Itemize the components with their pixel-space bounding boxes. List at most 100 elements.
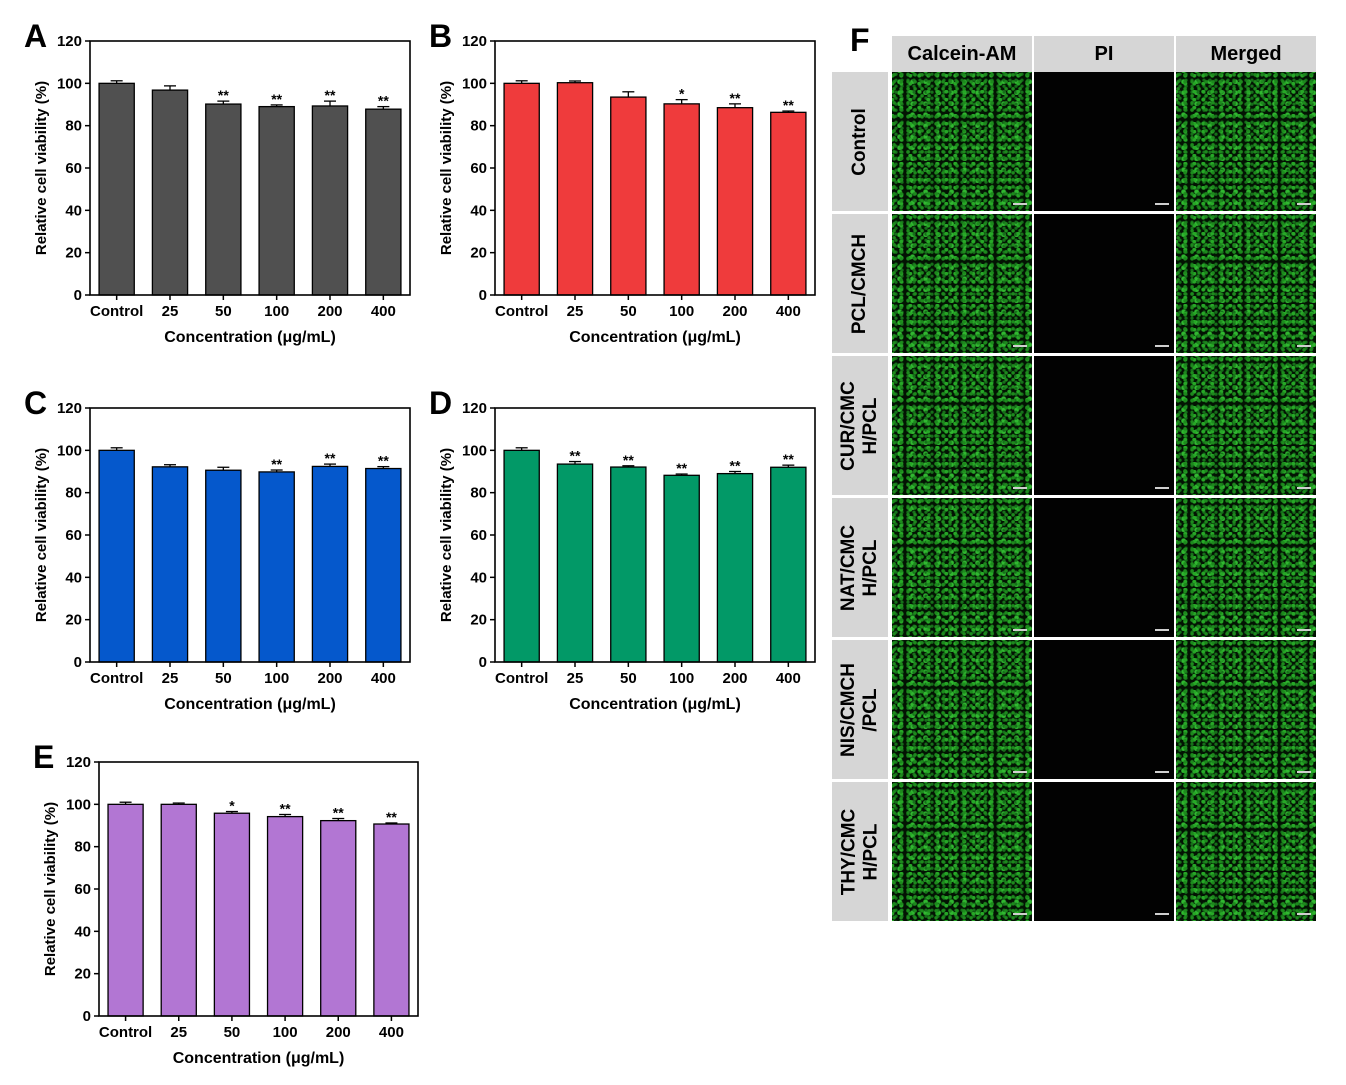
x-tick-label: 200: [722, 670, 747, 687]
row-header-label: PCL/CMCH: [849, 233, 870, 334]
x-tick-label: 400: [371, 303, 396, 320]
bar-a-4: [311, 105, 349, 296]
bar-d-2: [610, 466, 647, 663]
significance-marker: **: [783, 97, 794, 113]
micrograph-image: [1034, 72, 1174, 211]
scale-bar: [1013, 629, 1027, 631]
x-tick-label: 200: [317, 670, 342, 687]
plot-frame: [494, 40, 816, 296]
bar-b-0: [503, 82, 540, 296]
row-header-label: NIS/CMCH /PCL: [838, 662, 882, 757]
x-tick-label: 200: [722, 303, 747, 320]
column-header-2: Merged: [1176, 36, 1316, 72]
bar-b-1: [556, 82, 594, 296]
plot-frame: [494, 407, 816, 663]
y-tick-label: 20: [74, 966, 91, 983]
micrograph-image: [1176, 72, 1316, 211]
panel-label-d: D: [429, 385, 452, 421]
micrograph-image: [1034, 640, 1174, 779]
bar-d-4: [716, 472, 754, 663]
y-tick-label: 100: [57, 75, 82, 92]
y-tick-label: 0: [74, 654, 82, 671]
row-header-5: THY/CMC H/PCL: [832, 782, 888, 921]
bar-c-3: [258, 471, 295, 663]
row-header-3: NAT/CMC H/PCL: [832, 498, 888, 637]
scale-bar: [1155, 629, 1169, 631]
y-axis-label: Relative cell viability (%): [33, 448, 50, 622]
x-tick-label: 100: [669, 670, 694, 687]
y-tick-label: 120: [66, 754, 91, 771]
y-tick-label: 40: [470, 569, 487, 586]
scale-bar: [1297, 913, 1311, 915]
micrograph-image: [892, 782, 1032, 921]
y-tick-label: 60: [65, 160, 82, 177]
scale-bar: [1155, 203, 1169, 205]
x-tick-label: 25: [162, 303, 179, 320]
micrograph-image: [1176, 782, 1316, 921]
significance-marker: **: [325, 450, 336, 466]
significance-marker: *: [679, 86, 685, 102]
y-tick-label: 120: [57, 33, 82, 50]
significance-marker: **: [280, 800, 291, 816]
y-tick-label: 20: [470, 612, 487, 629]
significance-marker: **: [386, 809, 397, 825]
y-tick-label: 40: [65, 569, 82, 586]
scale-bar: [1155, 345, 1169, 347]
y-axis-label: Relative cell viability (%): [33, 81, 50, 255]
scale-bar: [1013, 487, 1027, 489]
y-tick-label: 100: [57, 442, 82, 459]
scale-bar: [1297, 203, 1311, 205]
significance-marker: **: [623, 452, 634, 468]
x-tick-label: 50: [215, 303, 232, 320]
bar-b-5: [770, 111, 807, 296]
x-tick-label: Control: [495, 303, 548, 320]
x-axis-label: Concentration (μg/mL): [173, 1050, 345, 1067]
y-tick-label: 60: [74, 881, 91, 898]
bar-d-0: [503, 449, 540, 663]
plot-frame: [89, 40, 411, 296]
fluorescence-image-panel: F Calcein-AM PI Merged Control PCL/CMCH CUR/…: [830, 0, 1330, 930]
y-tick-label: 40: [65, 202, 82, 219]
micrograph-image: [1034, 782, 1174, 921]
significance-marker: **: [218, 87, 229, 103]
y-tick-label: 100: [462, 442, 487, 459]
significance-marker: **: [271, 91, 282, 107]
x-tick-label: 400: [776, 670, 801, 687]
micrograph-image: [892, 356, 1032, 495]
y-tick-label: 20: [470, 245, 487, 262]
significance-marker: **: [570, 448, 581, 464]
x-tick-label: 200: [317, 303, 342, 320]
scale-bar: [1013, 771, 1027, 773]
y-tick-label: 0: [74, 287, 82, 304]
micrograph-image: [1034, 498, 1174, 637]
bar-e-0: [107, 803, 144, 1017]
scale-bar: [1013, 913, 1027, 915]
bar-b-4: [716, 107, 754, 296]
significance-marker: **: [378, 93, 389, 109]
x-tick-label: Control: [90, 670, 143, 687]
bar-e-4: [320, 819, 357, 1017]
scale-bar: [1297, 345, 1311, 347]
y-tick-label: 80: [470, 485, 487, 502]
scale-bar: [1297, 487, 1311, 489]
x-tick-label: 400: [371, 670, 396, 687]
y-tick-label: 0: [83, 1008, 91, 1025]
x-tick-label: 100: [264, 670, 289, 687]
significance-marker: **: [333, 805, 344, 821]
x-tick-label: 400: [776, 303, 801, 320]
y-tick-label: 60: [470, 527, 487, 544]
micrograph-image: [1034, 214, 1174, 353]
column-header-1: PI: [1034, 36, 1174, 72]
significance-marker: *: [229, 798, 235, 814]
bar-c-5: [365, 467, 402, 663]
y-tick-label: 120: [462, 400, 487, 417]
y-axis-label: Relative cell viability (%): [42, 802, 59, 976]
scale-bar: [1155, 487, 1169, 489]
plot-frame: [98, 761, 419, 1017]
x-axis-label: Concentration (μg/mL): [164, 696, 336, 713]
x-tick-label: 50: [620, 303, 637, 320]
row-header-label: NAT/CMC H/PCL: [838, 524, 881, 611]
micrograph-image: [1176, 640, 1316, 779]
micrograph-image: [1034, 356, 1174, 495]
